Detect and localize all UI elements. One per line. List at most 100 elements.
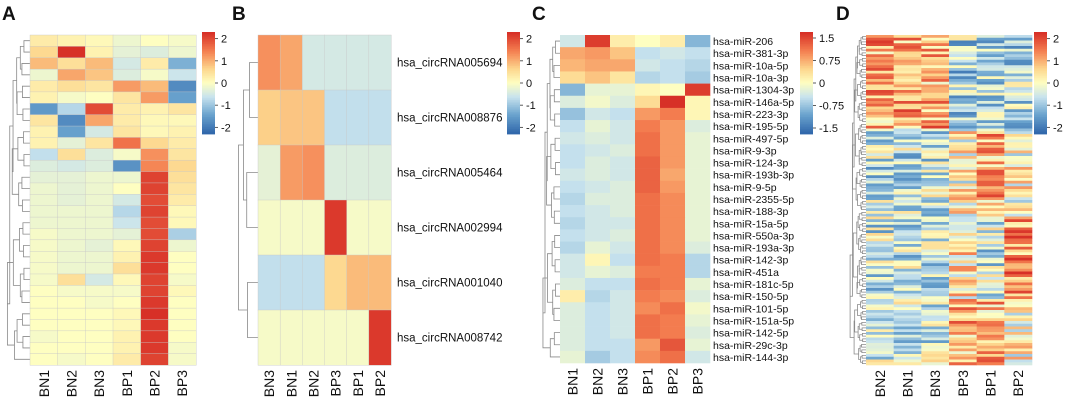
row-label: hsa-miR-29c-3p <box>713 340 788 352</box>
heatmap-cell <box>140 137 169 150</box>
colorbar-segment <box>1034 98 1047 101</box>
colorbar-tick-label: 0 <box>221 78 227 90</box>
heatmap-cell <box>685 290 711 303</box>
heatmap-cell <box>893 147 922 151</box>
colorbar-tick-label: 2 <box>526 34 532 46</box>
heatmap-cell <box>866 266 894 270</box>
row-label: hsa-miR-151a-5p <box>713 315 794 327</box>
heatmap-cell <box>866 87 894 91</box>
heatmap-cell <box>279 89 303 146</box>
heatmap-cell <box>893 145 922 149</box>
colorbar-segment <box>507 62 520 65</box>
colorbar-segment <box>1034 123 1047 126</box>
heatmap-cell <box>949 68 977 72</box>
colorbar-segment <box>202 67 215 70</box>
heatmap-cell <box>921 266 950 270</box>
heatmap-cell <box>685 302 711 315</box>
colorbar-segment <box>800 59 813 62</box>
heatmap-cell <box>257 309 281 366</box>
heatmap-cell <box>302 199 326 256</box>
heatmap-cell <box>976 219 1005 223</box>
dendrogram-branch <box>861 349 866 354</box>
colorbar-tick-label: -0.75 <box>819 101 844 113</box>
heatmap-cell <box>660 217 686 230</box>
heatmap-cell <box>921 76 950 80</box>
heatmap-cell <box>866 59 894 63</box>
colorbar-segment <box>202 123 215 126</box>
heatmap-cell <box>921 260 950 264</box>
colorbar-segment <box>1034 108 1047 111</box>
colorbar-segment <box>202 32 215 35</box>
heatmap-cell <box>57 148 86 161</box>
heatmap-cell <box>893 274 922 278</box>
heatmap-cell <box>635 241 661 254</box>
colorbar-segment <box>800 89 813 92</box>
colorbar-tick-label: 1.5 <box>819 33 834 45</box>
dendrogram-branch <box>862 338 866 343</box>
heatmap-cell <box>560 156 586 169</box>
heatmap-cell <box>635 120 661 133</box>
heatmap-cell <box>29 34 59 47</box>
heatmap-cell <box>866 348 894 352</box>
colorbar-segment <box>507 43 520 46</box>
heatmap-cell <box>1004 307 1033 311</box>
colorbar-segment <box>202 108 215 111</box>
heatmap-cell <box>610 314 636 327</box>
heatmap-cell <box>635 132 661 145</box>
heatmap-cell <box>893 238 922 242</box>
row-label: hsa-miR-550a-3p <box>713 230 794 242</box>
heatmap-cell <box>85 273 114 286</box>
colorbar-segment <box>202 57 215 60</box>
heatmap-cell <box>893 35 922 39</box>
heatmap-cell <box>976 87 1005 91</box>
heatmap-cell <box>921 230 950 234</box>
colorbar-segment <box>202 122 215 125</box>
heatmap-cell <box>1004 123 1033 127</box>
heatmap-cell <box>921 334 950 338</box>
heatmap-cell <box>585 229 611 242</box>
heatmap-cell <box>976 340 1005 344</box>
heatmap-cell <box>585 71 611 84</box>
heatmap-cell <box>921 145 950 149</box>
heatmap-cell <box>893 103 922 107</box>
colorbar-tick-label: 2 <box>1053 34 1059 46</box>
heatmap-cell <box>893 282 922 286</box>
heatmap-cell <box>324 144 348 201</box>
heatmap-cell <box>866 340 894 344</box>
colorbar-segment <box>1034 110 1047 113</box>
heatmap-cell <box>112 216 142 229</box>
heatmap-cell <box>57 182 86 195</box>
colorbar-segment <box>800 84 813 87</box>
colorbar-segment <box>1034 113 1047 116</box>
heatmap-cell <box>585 156 611 169</box>
heatmap-cell <box>112 307 142 320</box>
heatmap-cell <box>921 354 950 358</box>
dendrogram-branch <box>860 37 863 44</box>
colorbar-segment <box>1034 42 1047 45</box>
heatmap-cell <box>29 182 59 195</box>
heatmap-cell <box>976 40 1005 44</box>
heatmap-cell <box>1004 334 1033 338</box>
heatmap-cell <box>949 109 977 113</box>
heatmap-cell <box>921 301 950 305</box>
heatmap-cell <box>976 194 1005 198</box>
heatmap-cell <box>1004 285 1033 289</box>
heatmap-cell <box>921 202 950 206</box>
dendrogram-branch <box>861 140 866 145</box>
heatmap-cell <box>610 253 636 267</box>
heatmap-cell <box>949 161 977 165</box>
colorbar-segment <box>507 83 520 86</box>
heatmap-cell <box>1004 150 1033 154</box>
heatmap-cell <box>660 95 686 109</box>
heatmap-cell <box>921 310 950 314</box>
heatmap-cell <box>921 219 950 223</box>
heatmap-cell <box>1004 263 1033 267</box>
heatmap-cell <box>1004 288 1033 292</box>
colorbar-segment <box>507 115 520 118</box>
heatmap-cell <box>949 139 977 143</box>
dendrogram-branch <box>862 90 866 95</box>
dendrogram-branch <box>861 244 866 249</box>
heatmap-cell <box>866 76 894 80</box>
dendrogram-branch <box>860 136 863 143</box>
heatmap-cell <box>949 81 977 85</box>
